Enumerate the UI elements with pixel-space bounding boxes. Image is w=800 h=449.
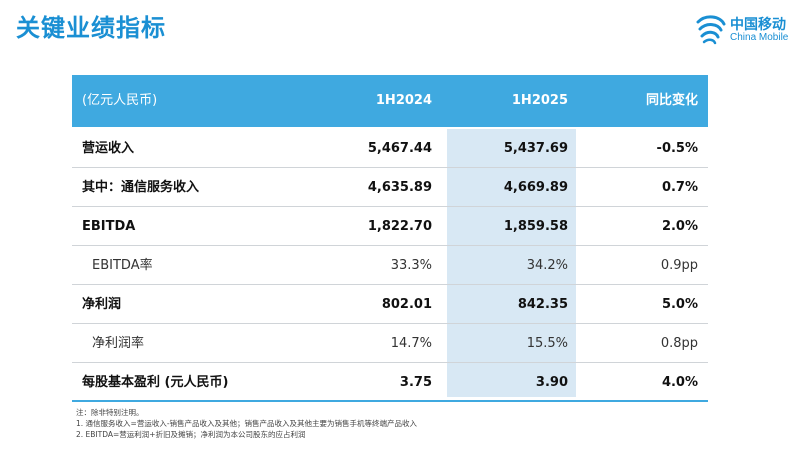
row-value-1h2024: 14.7% (390, 336, 432, 351)
row-label: 净利润 (82, 297, 122, 312)
row-label: 其中：通信服务收入 (82, 180, 200, 195)
kpi-table: (亿元人民币) 1H2024 1H2025 同比变化 营运收入 5,467.44… (72, 75, 708, 402)
row-label: 营运收入 (82, 141, 135, 156)
row-value-1h2024: 33.3% (390, 258, 432, 273)
row-value-1h2025: 1,859.58 (503, 219, 568, 234)
china-mobile-logo-icon (696, 15, 726, 45)
row-value-change: 5.0% (661, 297, 698, 312)
logo-text-cn: 中国移动 (730, 17, 786, 33)
row-value-1h2025: 15.5% (526, 336, 568, 351)
table-row: 其中：通信服务收入 4,635.89 4,669.89 0.7% (72, 168, 708, 207)
footnote-2: 2. EBITDA=营运利润+折旧及摊销；净利润为本公司股东的应占利润 (76, 430, 306, 439)
table-row: EBITDA率 33.3% 34.2% 0.9pp (72, 246, 708, 285)
row-value-change: 0.8pp (660, 336, 698, 351)
row-label: EBITDA率 (92, 258, 153, 273)
header-1h2024: 1H2024 (375, 93, 432, 108)
table-row: 营运收入 5,467.44 5,437.69 -0.5% (72, 129, 708, 168)
header-yoy-change: 同比变化 (645, 93, 698, 108)
row-value-1h2025: 5,437.69 (503, 141, 568, 156)
footnote-heading: 注：除非特别注明。 (76, 408, 144, 417)
row-value-1h2025: 842.35 (517, 297, 568, 312)
page-title: 关键业绩指标 (16, 14, 166, 42)
row-value-change: -0.5% (656, 141, 698, 156)
highlight-column-1h2025 (447, 129, 576, 397)
footnote-1: 1. 通信服务收入=营运收入-销售产品收入及其他；销售产品收入及其他主要为销售手… (76, 419, 418, 428)
table-row: 净利润率 14.7% 15.5% 0.8pp (72, 324, 708, 363)
row-value-1h2024: 1,822.70 (367, 219, 432, 234)
table-row: 净利润 802.01 842.35 5.0% (72, 285, 708, 324)
table-row: 每股基本盈利 (元人民币) 3.75 3.90 4.0% (72, 363, 708, 402)
row-value-1h2025: 34.2% (526, 258, 568, 273)
row-value-1h2025: 3.90 (535, 375, 568, 390)
table-row: EBITDA 1,822.70 1,859.58 2.0% (72, 207, 708, 246)
row-value-1h2024: 5,467.44 (367, 141, 432, 156)
row-value-1h2024: 802.01 (381, 297, 432, 312)
row-label: 净利润率 (92, 336, 145, 351)
row-value-1h2025: 4,669.89 (503, 180, 568, 195)
header-1h2025: 1H2025 (511, 93, 568, 108)
row-value-change: 2.0% (661, 219, 698, 234)
row-label: 每股基本盈利 (元人民币) (82, 375, 229, 390)
row-value-change: 4.0% (661, 375, 698, 390)
row-value-change: 0.9pp (660, 258, 698, 273)
row-value-1h2024: 4,635.89 (367, 180, 432, 195)
row-value-1h2024: 3.75 (399, 375, 432, 390)
china-mobile-logo: 中国移动 China Mobile (694, 12, 794, 48)
table-header: (亿元人民币) 1H2024 1H2025 同比变化 (72, 75, 708, 127)
row-value-change: 0.7% (661, 180, 698, 195)
logo-text-en: China Mobile (730, 32, 789, 43)
footnotes: 注：除非特别注明。 1. 通信服务收入=营运收入-销售产品收入及其他；销售产品收… (76, 407, 417, 440)
row-label: EBITDA (82, 219, 136, 234)
header-unit-label: (亿元人民币) (82, 93, 158, 108)
